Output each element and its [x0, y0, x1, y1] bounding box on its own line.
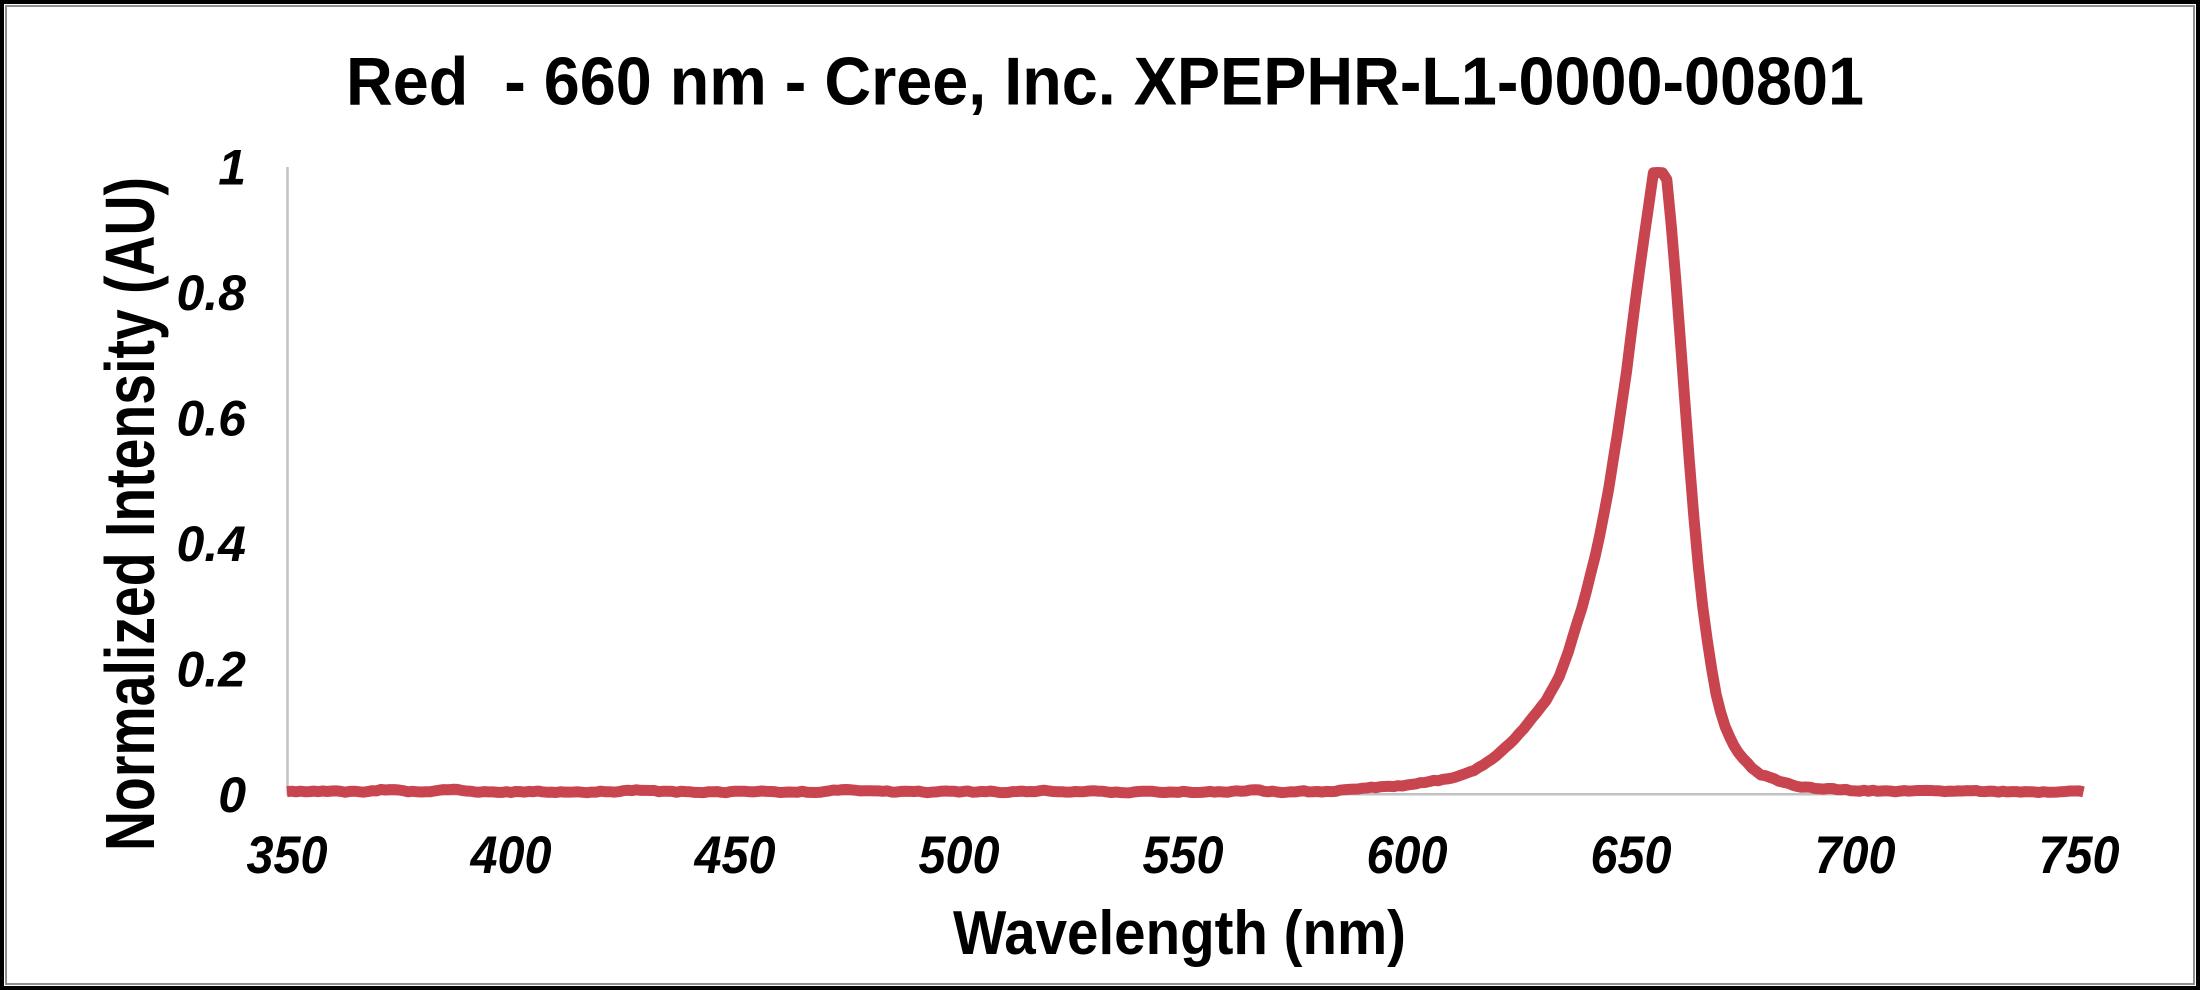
svg-text:0.6: 0.6: [176, 391, 247, 447]
svg-text:500: 500: [919, 826, 1000, 885]
svg-text:0.2: 0.2: [176, 642, 246, 698]
svg-text:450: 450: [694, 826, 776, 885]
svg-text:650: 650: [1591, 826, 1672, 885]
svg-text:600: 600: [1367, 826, 1448, 885]
svg-text:550: 550: [1143, 826, 1224, 885]
svg-text:Normalized Intensity (AU): Normalized Intensity (AU): [91, 177, 169, 851]
svg-text:1: 1: [218, 140, 246, 196]
svg-text:0: 0: [218, 767, 246, 823]
svg-text:350: 350: [247, 826, 328, 885]
svg-text:Wavelength (nm): Wavelength (nm): [953, 899, 1406, 968]
svg-text:0.4: 0.4: [176, 516, 246, 572]
svg-text:750: 750: [2039, 826, 2120, 885]
svg-text:Red - 660 nm - Cree, Inc. XPE: Red - 660 nm - Cree, Inc. XPEPHR-L1-0000…: [346, 44, 1864, 120]
svg-text:700: 700: [1815, 826, 1896, 885]
svg-text:0.8: 0.8: [176, 265, 246, 321]
svg-text:400: 400: [470, 826, 552, 885]
